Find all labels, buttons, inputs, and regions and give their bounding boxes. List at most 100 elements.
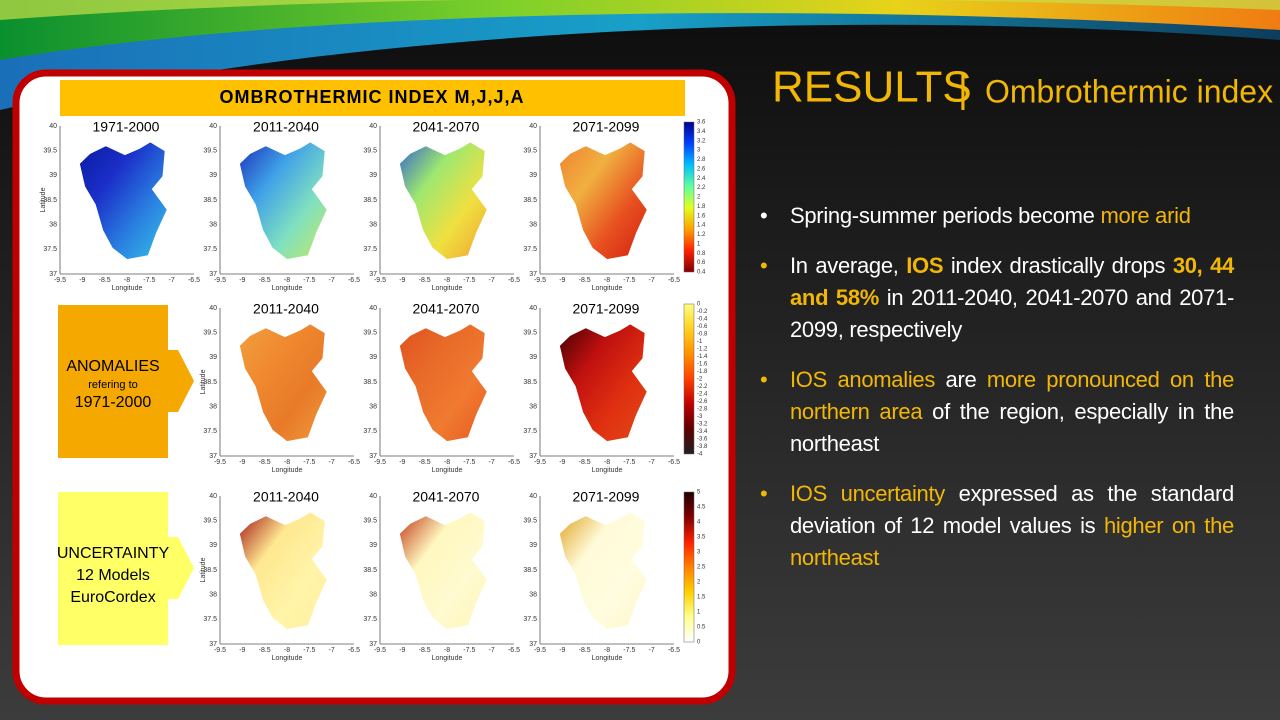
y-tick-label: 38 (369, 404, 377, 411)
colorbar-label: 2.8 (697, 157, 706, 163)
colorbar-label: 0 (697, 640, 701, 646)
y-tick-label: 37.5 (523, 428, 537, 435)
y-tick-label: 38 (209, 222, 217, 229)
x-tick-label: -8.5 (259, 459, 271, 466)
x-tick-label: -8 (444, 277, 450, 284)
y-tick-label: 39.5 (523, 330, 537, 337)
x-tick-label: -9.5 (54, 277, 66, 284)
colorbar (683, 303, 695, 455)
panel-title: 2041-2070 (413, 119, 480, 135)
colorbar-label: -3.6 (697, 437, 708, 443)
x-tick-label: -9.5 (374, 459, 386, 466)
x-tick-label: -7.5 (463, 277, 475, 284)
y-tick-label: 37.5 (203, 616, 217, 623)
x-tick-label: -9 (239, 459, 245, 466)
x-tick-label: -6.5 (348, 277, 360, 284)
y-tick-label: 39 (529, 354, 537, 361)
bullet-text: more pronounced on the northern area (790, 367, 1235, 424)
x-tick-label: -7.5 (623, 647, 635, 654)
colorbar-label: 1.8 (697, 204, 706, 210)
y-tick-label: 39.5 (363, 518, 377, 525)
y-tick-label: 39 (49, 172, 57, 179)
y-tick-label: 37.5 (203, 428, 217, 435)
colorbar-label: -1.6 (697, 362, 708, 368)
y-tick-label: 39 (529, 172, 537, 179)
x-tick-label: -6.5 (508, 459, 520, 466)
x-tick-label: -8 (284, 277, 290, 284)
row-label: 12 Models (76, 567, 150, 584)
row-label-box (58, 492, 168, 645)
x-tick-label: -6.5 (348, 459, 360, 466)
map-region (238, 141, 328, 261)
colorbar-label: -3.4 (697, 429, 708, 435)
y-tick-label: 37 (209, 641, 217, 648)
panel-title: 2011-2040 (253, 489, 319, 505)
colorbar-label: -1.4 (697, 354, 708, 360)
map-panel: 1971-2000 40 39.5 39 38.5 38 37.5 37-9.5 -9 -8.5 -… (40, 119, 200, 292)
x-tick-label: -7 (649, 647, 655, 654)
x-tick-label: -6.5 (668, 459, 680, 466)
bullet-text: 30, 44 and 58% (790, 253, 1234, 310)
colorbar-label: 4.5 (697, 505, 706, 511)
y-tick-label: 39 (369, 542, 377, 549)
x-tick-label: -8 (604, 459, 610, 466)
y-tick-label: 38.5 (203, 379, 217, 386)
colorbar-label: -0.8 (697, 332, 708, 338)
colorbar-label: 2 (697, 580, 701, 586)
y-tick-label: 40 (529, 305, 537, 312)
bullet-text: in 2011-2040, 2041-2070 and 2071-2099, r… (790, 285, 1234, 342)
colorbar-label: -2.8 (697, 407, 708, 413)
map-region (398, 141, 488, 261)
row-label-box (58, 305, 168, 458)
colorbar-label: 3.6 (697, 120, 706, 126)
x-tick-label: -8 (284, 647, 290, 654)
y-tick-label: 40 (209, 493, 217, 500)
y-tick-label: 37.5 (363, 428, 377, 435)
row-arrow (168, 537, 194, 599)
y-tick-label: 39 (369, 354, 377, 361)
y-tick-label: 38.5 (523, 197, 537, 204)
x-tick-label: -8.5 (579, 459, 591, 466)
y-tick-label: 37.5 (43, 246, 57, 253)
x-tick-label: -9.5 (374, 647, 386, 654)
x-tick-label: -6.5 (508, 277, 520, 284)
y-tick-label: 38 (369, 222, 377, 229)
panel-title: 2041-2070 (413, 489, 480, 505)
colorbar-label: -2.4 (697, 392, 708, 398)
y-axis-label: Latitude (200, 557, 207, 582)
x-tick-label: -7.5 (303, 459, 315, 466)
x-tick-label: -9 (239, 277, 245, 284)
x-tick-label: -8.5 (419, 277, 431, 284)
title-divider: | (958, 69, 968, 111)
x-tick-label: -9 (559, 647, 565, 654)
colorbar-label: 1.2 (697, 232, 706, 238)
colorbar-label: 3.4 (697, 129, 706, 135)
bullet: IOS anomalies are more pronounced on the… (760, 364, 1234, 460)
x-tick-label: -9 (559, 459, 565, 466)
x-tick-label: -8 (604, 647, 610, 654)
x-axis-label: Longitude (592, 655, 623, 662)
y-tick-label: 38.5 (363, 197, 377, 204)
map-panel: 2011-2040 40 39.5 39 38.5 38 37.5 37-9.5 -9 -8.5 -… (200, 301, 360, 474)
x-axis-label: Longitude (432, 467, 463, 474)
x-tick-label: -9 (79, 277, 85, 284)
y-tick-label: 39 (209, 354, 217, 361)
y-tick-label: 37 (209, 453, 217, 460)
map-region (78, 141, 168, 261)
x-tick-label: -6.5 (508, 647, 520, 654)
y-tick-label: 38.5 (523, 567, 537, 574)
colorbar-label: 3 (697, 550, 701, 556)
y-tick-label: 39.5 (363, 148, 377, 155)
row-arrow (168, 350, 194, 412)
y-axis-label: Latitude (40, 187, 47, 212)
map-region (398, 323, 488, 443)
y-tick-label: 37 (529, 453, 537, 460)
map-region (238, 323, 328, 443)
y-tick-label: 40 (529, 493, 537, 500)
row-label: EuroCordex (70, 589, 155, 606)
bullet-list: Spring-summer periods become more arid In… (760, 200, 1234, 592)
colorbar-label: 2.2 (697, 185, 706, 191)
y-axis-label: Latitude (200, 369, 207, 394)
x-tick-label: -8.5 (99, 277, 111, 284)
map-panel: 2041-2070 40 39.5 39 38.5 38 37.5 37-9.5 -9 -8.5 -… (363, 301, 520, 474)
